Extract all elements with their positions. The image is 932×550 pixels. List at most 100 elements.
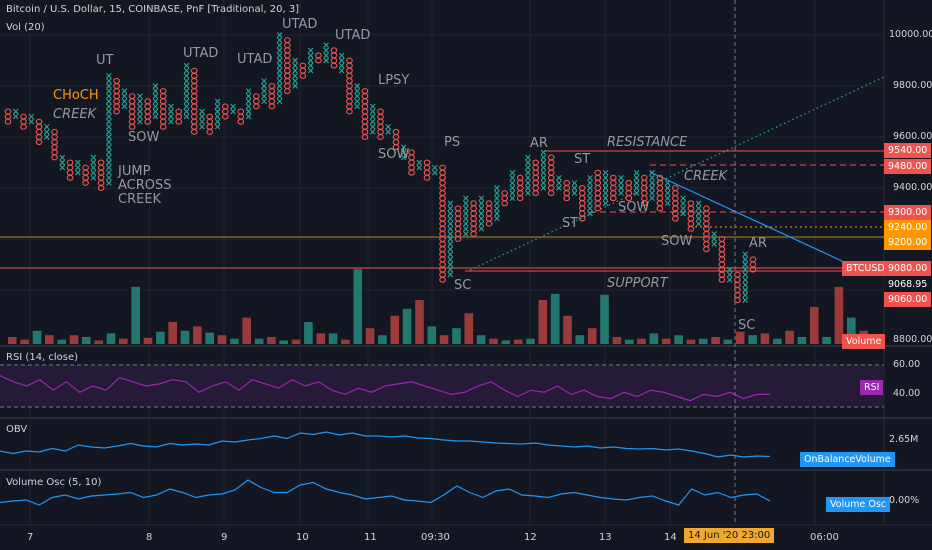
annotation-creek[interactable]: CREEK	[53, 107, 97, 122]
pnf-x-box	[90, 159, 97, 166]
pnf-x-box	[400, 154, 407, 161]
pnf-x-box	[307, 57, 314, 64]
pnf-x-box	[478, 205, 485, 212]
pnf-x-box	[183, 113, 190, 120]
annotation-jump[interactable]: JUMP	[118, 164, 151, 179]
volume-bar	[217, 335, 227, 344]
pnf-o-box	[501, 195, 508, 202]
pnf-x-box	[75, 159, 81, 166]
volume-indicator-title[interactable]: Vol (20)	[6, 22, 45, 33]
volume-osc-title[interactable]: Volume Osc (5, 10)	[6, 477, 102, 488]
annotation-support[interactable]: SUPPORT	[607, 276, 668, 291]
volume-bar	[32, 330, 42, 344]
pnf-x-box	[447, 205, 454, 212]
pnf-o-box	[330, 47, 338, 54]
annotation-sow[interactable]: SOW	[378, 147, 410, 162]
pnf-o-box	[144, 98, 152, 105]
pnf-x-box	[245, 113, 252, 120]
pnf-o-box	[128, 118, 136, 125]
pnf-x-box	[276, 62, 283, 69]
pnf-x-box	[742, 266, 749, 273]
pnf-x-box	[525, 169, 531, 176]
pnf-x-box	[742, 292, 749, 298]
pnf-x-box	[680, 195, 686, 202]
pnf-o-box	[190, 113, 198, 120]
pnf-o-box	[268, 88, 276, 95]
annotation-choch[interactable]: CHoCH	[53, 88, 99, 103]
annotation-utad[interactable]: UTAD	[237, 52, 273, 67]
annotation-sow[interactable]: SOW	[128, 130, 160, 145]
pnf-o-box	[346, 98, 353, 105]
annotation-sc[interactable]: SC	[738, 318, 756, 333]
price-tag-9240: 9240.00	[884, 220, 932, 235]
annotation-ar[interactable]: AR	[530, 136, 548, 151]
annotation-sow[interactable]: SOW	[661, 234, 693, 249]
pnf-o-box	[578, 215, 586, 222]
pnf-o-box	[82, 164, 89, 171]
annotation-ut[interactable]: UT	[96, 53, 114, 68]
pnf-o-box	[237, 108, 245, 115]
pnf-x-box	[168, 113, 174, 120]
annotation-resistance[interactable]: RESISTANCE	[607, 135, 688, 150]
pnf-o-box	[128, 108, 136, 115]
annotation-sc[interactable]: SC	[454, 278, 472, 293]
time-axis-label: 06:00	[810, 532, 839, 543]
pnf-o-box	[423, 164, 431, 171]
pnf-o-box	[190, 108, 198, 115]
pnf-o-box	[284, 72, 291, 79]
pnf-o-box	[718, 271, 726, 278]
pnf-o-box	[346, 88, 353, 95]
obv-title[interactable]: OBV	[6, 424, 28, 435]
annotation-utad[interactable]: UTAD	[183, 46, 219, 61]
pnf-x-box	[183, 103, 190, 110]
pnf-o-box	[66, 174, 74, 181]
rsi-title[interactable]: RSI (14, close)	[6, 352, 79, 363]
annotation-st[interactable]: ST	[562, 216, 579, 231]
pnf-o-box	[439, 200, 446, 207]
pnf-x-box	[494, 215, 500, 222]
pnf-o-box	[268, 98, 276, 105]
annotation-st[interactable]: ST	[574, 152, 591, 167]
pnf-x-box	[137, 108, 143, 115]
pnf-o-box	[470, 220, 477, 227]
annotation-creek-jump[interactable]: CREEK	[118, 192, 162, 207]
pnf-x-box	[431, 169, 438, 176]
annotation-ps[interactable]: PS	[444, 135, 461, 150]
pnf-x-box	[587, 210, 593, 217]
pnf-o-box	[66, 169, 74, 176]
pnf-o-box	[439, 276, 446, 283]
pnf-o-box	[361, 108, 369, 115]
pnf-x-box	[695, 215, 702, 222]
volume-bar	[279, 340, 288, 344]
pnf-x-box	[369, 108, 376, 115]
pnf-o-box	[749, 266, 757, 273]
pnf-o-box	[97, 174, 105, 181]
annotation-creek[interactable]: CREEK	[684, 169, 728, 184]
annotation-across[interactable]: ACROSS	[118, 178, 172, 193]
pnf-x-box	[587, 200, 593, 207]
pnf-x-box	[59, 154, 66, 161]
pnf-o-box	[547, 169, 555, 176]
pnf-o-box	[82, 179, 89, 186]
annotation-lpsy[interactable]: LPSY	[378, 73, 410, 88]
annotation-utad[interactable]: UTAD	[282, 17, 318, 32]
volume-bar	[390, 315, 400, 344]
pnf-o-box	[377, 118, 384, 125]
pnf-x-box	[447, 236, 454, 242]
pnf-x-box	[199, 118, 205, 125]
pnf-o-box	[687, 225, 695, 232]
annotation-utad[interactable]: UTAD	[335, 28, 371, 43]
rsi-line	[0, 374, 770, 402]
pnf-x-box	[369, 123, 376, 130]
pnf-x-box	[525, 180, 531, 186]
creek-trendline[interactable]	[649, 171, 845, 263]
pnf-o-box	[454, 225, 462, 232]
pnf-o-box	[128, 103, 136, 110]
pnf-x-box	[152, 83, 159, 89]
pnf-o-box	[97, 164, 105, 171]
annotation-ar[interactable]: AR	[749, 236, 767, 251]
pnf-x-box	[649, 195, 655, 202]
pnf-o-box	[485, 200, 493, 207]
annotation-sow[interactable]: SOW	[618, 200, 650, 215]
